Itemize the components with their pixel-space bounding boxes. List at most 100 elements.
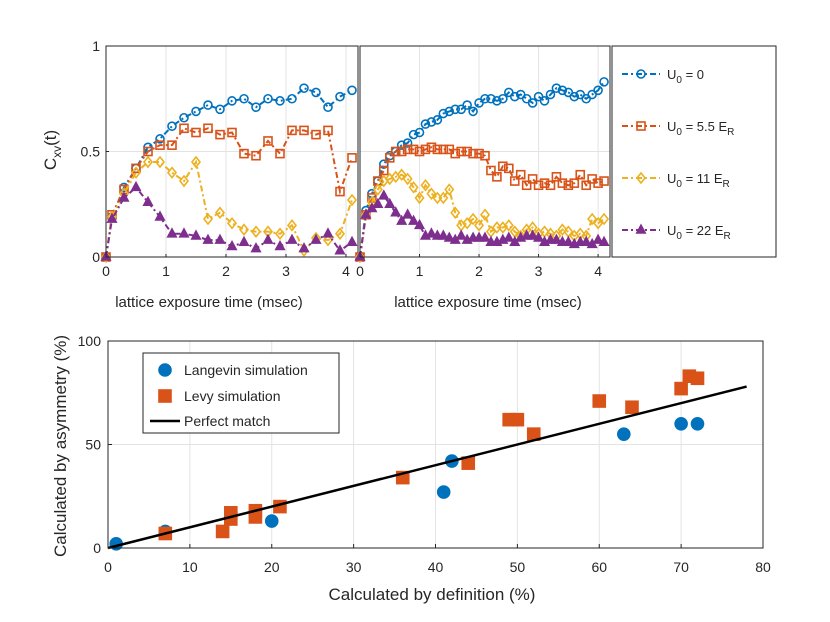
- bottom-series-1-point-13: [625, 400, 639, 415]
- left-series-3-point-5: [154, 210, 166, 221]
- right-series-0-point-26: [509, 91, 520, 102]
- left-series-2-line: [105, 159, 353, 258]
- right-series-2-point-40: [593, 216, 604, 230]
- legend-top-label-prefix-2: U: [667, 171, 676, 186]
- left-series-3-point-18: [310, 233, 322, 244]
- right-series-3-point-40: [592, 233, 604, 244]
- right-series-2-point-7: [396, 168, 407, 181]
- right-xtick-label-4: 4: [594, 263, 602, 279]
- right-series-3-point-33: [550, 233, 562, 244]
- right-series-3-point-15: [443, 231, 455, 242]
- bottom-series-1-point-12: [592, 394, 607, 408]
- bottom-xtick-label-3: 30: [346, 559, 362, 575]
- left-series-1-point-10: [215, 129, 225, 140]
- legend-top-box: [611, 45, 777, 258]
- right-series-0-point-33: [551, 83, 562, 93]
- left-series-1-point-16: [287, 125, 297, 136]
- left-series-3-point-4: [142, 195, 154, 206]
- left-series-2-point-12: [238, 223, 250, 236]
- right-series-2-point-34: [557, 223, 568, 236]
- right-series-0-point-40: [593, 85, 603, 96]
- legend-top-label-prefix-1: U: [667, 119, 676, 134]
- left-series-3-point-1: [106, 212, 118, 223]
- left-series-0-point-15: [275, 96, 285, 106]
- right-series-2-point-3: [372, 183, 383, 196]
- legend-top-label-prefix-3: U: [667, 223, 676, 238]
- left-series-2-point-9: [202, 212, 214, 226]
- panel-bottom: 0 10 20 30 40 50 60 70 80 0 50 100 Calculated by de…: [51, 333, 771, 604]
- left-series-0-point-12: [239, 93, 249, 104]
- panel-bottom-xlabel: Calculated by definition (%): [329, 585, 536, 604]
- right-series-2-point-21: [479, 208, 491, 222]
- left-ytick-label-1: 0.5: [81, 144, 101, 160]
- legend-top-label-2: U0 = 11 ER: [667, 171, 730, 190]
- bottom-series-1-point-14: [674, 381, 688, 396]
- panel-bottom-ticks: 0 10 20 30 40 50 60 70 80 0 50 100: [78, 333, 771, 575]
- left-series-3-point-6: [166, 227, 178, 238]
- left-series-1-point-11: [227, 127, 237, 138]
- ylabel-main: C: [41, 158, 60, 170]
- left-series-3-point-11: [226, 239, 238, 251]
- legend-top-label-prefix-0: U: [667, 67, 676, 82]
- left-ytick-label-0: 0: [92, 249, 100, 265]
- right-series-0-point-31: [539, 96, 550, 106]
- right-series-0-point-21: [480, 93, 490, 104]
- bottom-series-1-point-10: [510, 412, 525, 427]
- left-series-0-point-16: [287, 93, 297, 104]
- left-series-1-point-15: [275, 148, 285, 159]
- left-series-3-point-2: [118, 191, 130, 202]
- right-series-0-point-32: [545, 89, 556, 100]
- right-series-1-point-27: [515, 169, 526, 180]
- right-series-1-point-9: [408, 144, 419, 155]
- bottom-xtick-label-2: 20: [264, 559, 280, 575]
- left-series-2-point-11: [226, 216, 238, 230]
- bottom-xtick-label-1: 10: [182, 559, 198, 575]
- legend-top-label-er-1: R: [727, 127, 734, 138]
- right-xtick-label-3: 3: [535, 263, 543, 279]
- panel-right: 0 1 2 3 4 lattice exposure time (msec): [354, 45, 611, 311]
- left-series-2-point-0: [100, 250, 112, 264]
- legend-top-label-text-2: = 11 E: [682, 171, 723, 186]
- bottom-series-1-point-1: [215, 524, 230, 539]
- left-series-2-point-4: [142, 155, 154, 169]
- bottom-series-2-line: [107, 385, 747, 550]
- right-series-3-point-41: [598, 235, 610, 247]
- right-series-3-point-9: [408, 214, 420, 225]
- right-series-3-point-29: [527, 229, 539, 240]
- right-series-3-point-1: [360, 208, 372, 219]
- left-series-2-point-3: [130, 166, 142, 179]
- left-series-2-point-15: [274, 227, 286, 241]
- bottom-xtick-label-7: 70: [673, 559, 689, 575]
- bottom-series-1-point-16: [690, 371, 705, 386]
- right-series-0-point-11: [420, 119, 431, 129]
- right-series-2-point-41: [599, 212, 610, 226]
- left-series-3-point-15: [274, 239, 286, 251]
- left-series-0-point-9: [203, 100, 213, 110]
- right-series-1-point-32: [545, 180, 556, 191]
- left-series-2-point-21: [346, 193, 358, 207]
- right-series-0-point-10: [414, 127, 425, 138]
- panel-right-ticks: 0 1 2 3 4: [356, 254, 602, 279]
- left-series-2-point-7: [178, 174, 190, 188]
- right-series-1-point-37: [575, 169, 586, 180]
- left-series-3-point-8: [190, 229, 202, 240]
- legend-top-label-0: U0 = 0: [667, 67, 704, 86]
- right-series-1-point-12: [426, 142, 437, 153]
- right-xtick-label-0: 0: [356, 263, 364, 279]
- left-series-0-point-6: [167, 121, 177, 131]
- left-series-1-point-4: [143, 146, 153, 157]
- bottom-ytick-label-2: 100: [78, 333, 102, 349]
- left-series-1-point-8: [191, 127, 201, 138]
- right-series-1-point-40: [593, 178, 603, 188]
- left-series-3-point-20: [334, 244, 346, 255]
- right-series-3-point-7: [396, 214, 408, 225]
- right-series-3-point-4: [378, 189, 390, 200]
- legend-top-label-1: U0 = 5.5 ER: [667, 119, 734, 138]
- left-series-1-point-12: [239, 148, 249, 159]
- left-series-0-point-10: [215, 104, 225, 115]
- bottom-series-0-point-6: [674, 416, 688, 431]
- right-series-0-point-36: [569, 91, 580, 102]
- right-series-1-point-10: [414, 146, 425, 157]
